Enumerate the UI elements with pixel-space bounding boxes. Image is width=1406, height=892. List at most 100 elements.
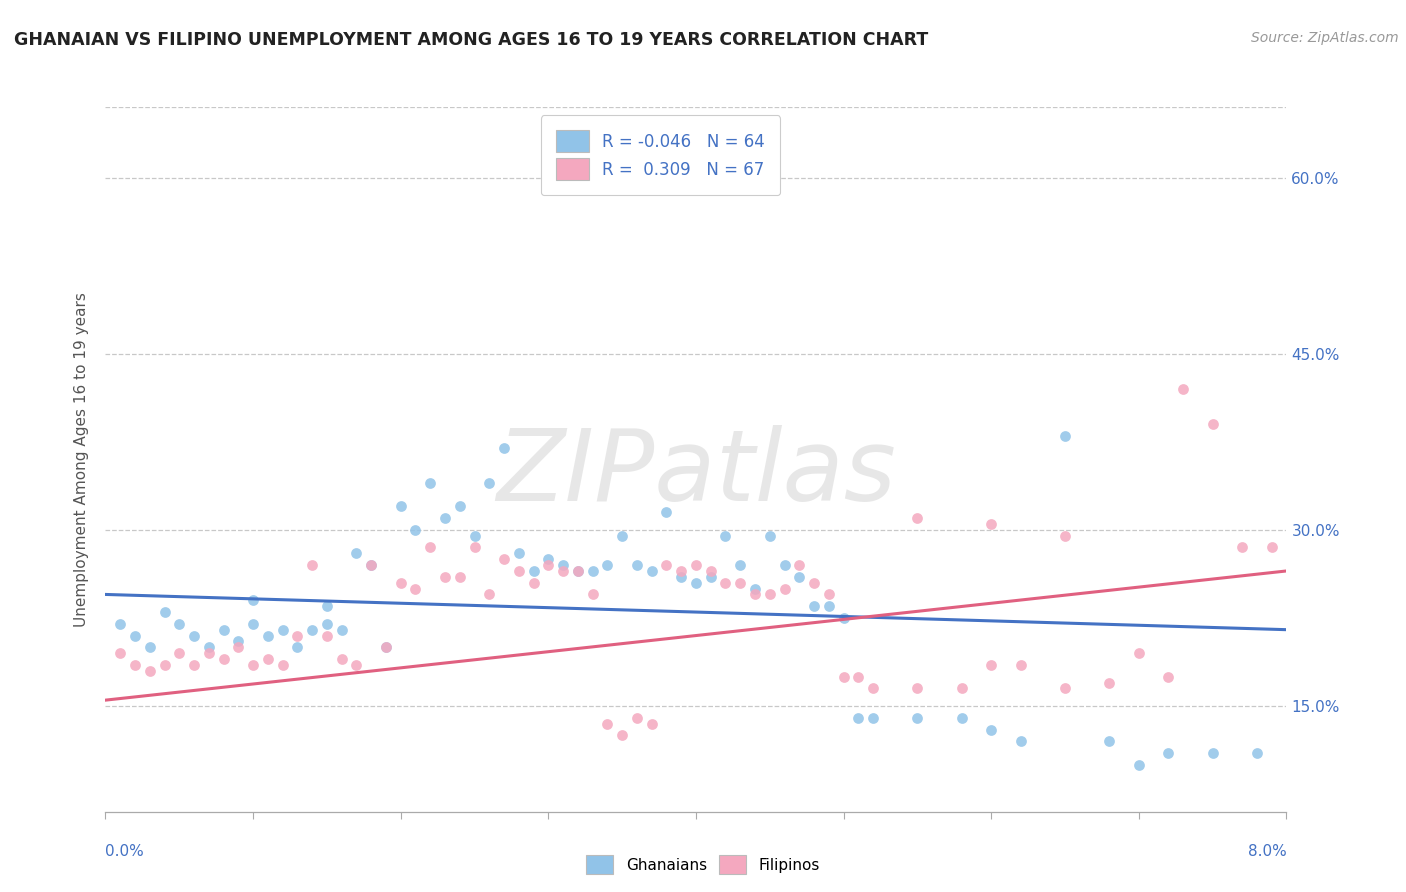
Point	[714, 575, 737, 590]
Legend: Ghanaians, Filipinos: Ghanaians, Filipinos	[579, 849, 827, 880]
Text: GHANAIAN VS FILIPINO UNEMPLOYMENT AMONG AGES 16 TO 19 YEARS CORRELATION CHART: GHANAIAN VS FILIPINO UNEMPLOYMENT AMONG …	[14, 31, 928, 49]
Point	[124, 657, 146, 672]
Point	[582, 587, 605, 601]
Point	[242, 657, 264, 672]
Text: 0.0%: 0.0%	[105, 845, 145, 859]
Point	[567, 564, 589, 578]
Point	[567, 564, 589, 578]
Point	[759, 587, 782, 601]
Point	[714, 529, 737, 543]
Point	[287, 640, 309, 655]
Point	[596, 558, 619, 573]
Point	[744, 587, 766, 601]
Point	[478, 587, 501, 601]
Point	[596, 716, 619, 731]
Point	[449, 500, 471, 514]
Point	[553, 564, 575, 578]
Point	[346, 657, 368, 672]
Point	[494, 552, 516, 566]
Point	[183, 628, 205, 642]
Point	[330, 652, 353, 666]
Point	[434, 570, 457, 584]
Point	[832, 611, 855, 625]
Point	[626, 711, 648, 725]
Text: ZIPatlas: ZIPatlas	[496, 425, 896, 522]
Point	[1098, 734, 1121, 748]
Point	[803, 599, 825, 614]
Point	[980, 723, 1002, 737]
Point	[773, 582, 796, 596]
Point	[553, 558, 575, 573]
Point	[389, 575, 412, 590]
Point	[1157, 746, 1180, 760]
Point	[228, 640, 250, 655]
Point	[228, 634, 250, 648]
Y-axis label: Unemployment Among Ages 16 to 19 years: Unemployment Among Ages 16 to 19 years	[75, 292, 90, 627]
Point	[1261, 541, 1284, 555]
Point	[508, 546, 530, 560]
Point	[907, 681, 929, 696]
Point	[1246, 746, 1268, 760]
Point	[787, 558, 810, 573]
Point	[641, 564, 664, 578]
Point	[153, 657, 176, 672]
Point	[1010, 657, 1032, 672]
Point	[907, 511, 929, 525]
Point	[153, 605, 176, 619]
Point	[730, 558, 752, 573]
Point	[980, 516, 1002, 531]
Point	[360, 558, 382, 573]
Point	[212, 623, 235, 637]
Point	[1171, 382, 1194, 396]
Point	[389, 500, 412, 514]
Text: 8.0%: 8.0%	[1247, 845, 1286, 859]
Point	[494, 441, 516, 455]
Point	[405, 523, 427, 537]
Point	[846, 670, 869, 684]
Point	[301, 623, 323, 637]
Point	[301, 558, 323, 573]
Point	[700, 564, 723, 578]
Point	[315, 599, 337, 614]
Text: Source: ZipAtlas.com: Source: ZipAtlas.com	[1251, 31, 1399, 45]
Point	[846, 711, 869, 725]
Point	[1128, 757, 1150, 772]
Point	[803, 575, 825, 590]
Point	[671, 570, 693, 584]
Point	[523, 564, 546, 578]
Point	[110, 616, 132, 631]
Point	[1054, 681, 1077, 696]
Point	[271, 623, 294, 637]
Point	[537, 558, 560, 573]
Point	[612, 728, 634, 742]
Point	[257, 652, 280, 666]
Point	[1054, 429, 1077, 443]
Point	[582, 564, 605, 578]
Point	[464, 529, 486, 543]
Point	[612, 529, 634, 543]
Point	[671, 564, 693, 578]
Point	[197, 640, 221, 655]
Point	[1232, 541, 1254, 555]
Point	[139, 664, 162, 678]
Point	[287, 628, 309, 642]
Point	[374, 640, 398, 655]
Point	[787, 570, 810, 584]
Point	[360, 558, 382, 573]
Point	[818, 599, 841, 614]
Point	[124, 628, 146, 642]
Point	[862, 711, 884, 725]
Point	[1128, 646, 1150, 660]
Point	[242, 616, 264, 631]
Point	[730, 575, 752, 590]
Point	[1201, 417, 1223, 431]
Point	[537, 552, 560, 566]
Point	[1157, 670, 1180, 684]
Point	[1054, 529, 1077, 543]
Point	[242, 593, 264, 607]
Point	[773, 558, 796, 573]
Point	[405, 582, 427, 596]
Point	[685, 558, 707, 573]
Point	[346, 546, 368, 560]
Point	[1098, 675, 1121, 690]
